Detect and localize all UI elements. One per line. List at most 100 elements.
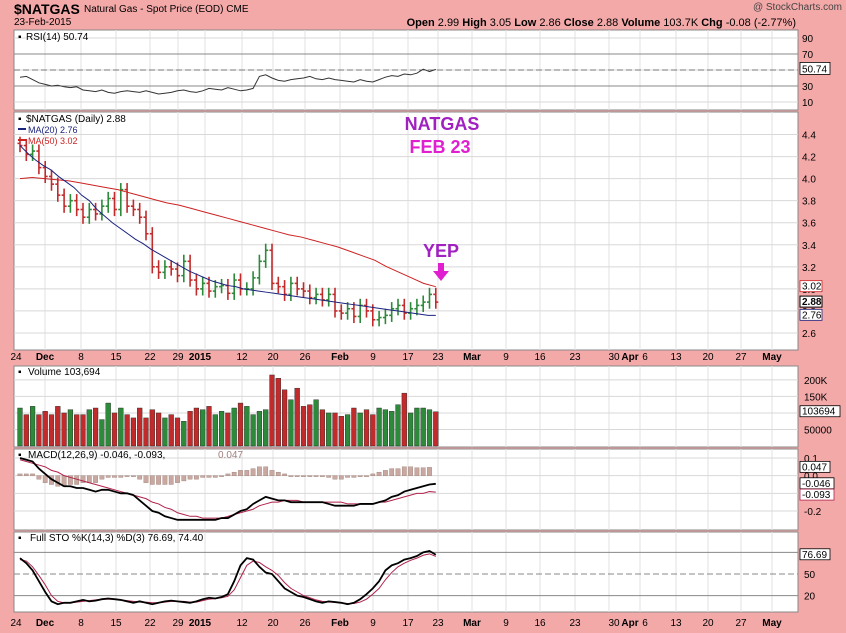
macd-hist-title: 0.047	[218, 450, 243, 461]
macd-histogram-bar	[137, 475, 143, 480]
volume-bar	[269, 374, 275, 447]
price-tick-label: 3.2	[802, 263, 816, 274]
price-tick-label: 4.4	[802, 131, 816, 142]
ma20-last-value: 2.76	[802, 310, 822, 321]
volume-bar	[225, 412, 231, 447]
macd-histogram-bar	[175, 475, 180, 483]
macd-histogram-bar	[383, 470, 388, 476]
price-tick-label: 3.8	[802, 197, 816, 208]
volume-bar	[206, 406, 212, 447]
volume-bar	[275, 378, 281, 447]
volume-bar	[212, 414, 218, 447]
macd-histogram-bar	[370, 473, 376, 476]
annotation-title: NATGAS	[405, 114, 480, 134]
macd-histogram-bar	[212, 475, 218, 478]
macd-histogram-bar	[219, 475, 224, 477]
volume-bar	[357, 412, 363, 447]
volume-bar	[414, 407, 420, 447]
price-x-tick-label: Apr	[621, 352, 638, 363]
macd-histogram-bar	[357, 475, 363, 477]
rsi-last-value-box	[799, 62, 831, 75]
volume-bar	[294, 387, 300, 447]
annotation-yep: YEP	[423, 241, 459, 261]
macd-histogram-bar	[345, 475, 350, 478]
macd-histogram-bar	[105, 475, 111, 478]
bottom-x-tick-label: 13	[670, 618, 682, 629]
price-x-tick-label: Mar	[463, 352, 481, 363]
sto-last-box	[799, 548, 831, 561]
ma20-legend: MA(20) 2.76	[28, 125, 78, 135]
volume-bar	[332, 412, 338, 447]
macd-histogram-bar	[168, 475, 174, 485]
volume-bar	[200, 409, 206, 447]
sto-tick-label: 50	[804, 570, 816, 581]
macd-histogram-bar	[376, 471, 382, 476]
price-x-tick-label: Dec	[36, 352, 55, 363]
volume-last-box	[799, 405, 841, 418]
sto-marker: ▪	[18, 533, 22, 544]
volume-bar	[130, 417, 137, 447]
bottom-x-tick-label: 23	[569, 618, 581, 629]
macd-histogram-bar	[275, 471, 281, 476]
macd-histogram-bar	[364, 475, 369, 477]
volume-bar	[86, 409, 92, 447]
volume-bar	[363, 409, 370, 447]
macd-histogram-bar	[80, 475, 86, 483]
macd-histogram-bar	[414, 467, 420, 476]
volume-bar	[193, 407, 200, 447]
macd-histogram-bar	[206, 475, 212, 478]
sto-title: Full STO %K(14,3) %D(3) 76.69, 74.40	[30, 533, 204, 544]
bottom-x-tick-label: 9	[370, 618, 376, 629]
macd-signal-last-value: -0.093	[802, 490, 831, 501]
rsi-tick-label: 70	[802, 50, 814, 61]
volume-bar	[218, 411, 225, 447]
volume-bar	[307, 404, 313, 447]
stockcharts-brand: @ StockCharts.com	[752, 2, 842, 13]
volume-bar	[237, 402, 244, 447]
macd-histogram-bar	[187, 475, 193, 480]
macd-histogram-bar	[156, 475, 161, 485]
bottom-x-tick-label: Dec	[36, 618, 55, 629]
macd-histogram-bar	[86, 475, 92, 483]
bottom-x-tick-label: 27	[735, 618, 747, 629]
close-last-box	[799, 295, 823, 308]
volume-bar	[181, 421, 187, 447]
volume-bar	[244, 406, 250, 447]
macd-histogram-bar	[23, 473, 29, 476]
sto-k-line	[19, 550, 437, 606]
macd-tick-label: 0.0	[804, 472, 818, 483]
bottom-x-tick-label: 20	[267, 618, 279, 629]
macd-histogram-bar	[320, 475, 325, 477]
price-x-tick-label: 22	[144, 352, 156, 363]
bottom-x-tick-label: 26	[299, 618, 311, 629]
macd-histogram-bar	[263, 466, 269, 476]
macd-histogram-bar	[338, 475, 344, 480]
price-x-tick-label: 23	[569, 352, 581, 363]
annotation-arrow-shaft	[438, 263, 444, 272]
bottom-x-tick-label: 23	[432, 618, 444, 629]
macd-histogram-bar	[225, 473, 231, 476]
macd-histogram-bar	[36, 475, 42, 480]
price-tick-label: 2.6	[802, 329, 816, 340]
volume-bar	[395, 404, 401, 447]
price-tick-label: 3.4	[802, 241, 816, 252]
price-x-tick-label: 8	[78, 352, 84, 363]
macd-marker: ▪	[18, 450, 22, 461]
macd-histogram-bar	[288, 475, 294, 477]
macd-histogram-bar	[420, 467, 426, 476]
price-panel	[13, 111, 799, 351]
macd-histogram-bar	[408, 466, 413, 476]
price-x-tick-label: 2015	[189, 352, 212, 363]
price-x-tick-label: 20	[267, 352, 279, 363]
ma50-last-value: 3.02	[802, 282, 822, 293]
volume-bar	[300, 406, 307, 447]
chart-date: 23-Feb-2015	[14, 17, 72, 28]
bottom-x-tick-label: 20	[702, 618, 714, 629]
volume-bar	[42, 411, 48, 447]
volume-title: Volume 103,694	[28, 367, 101, 378]
bottom-x-tick-label: Mar	[463, 618, 481, 629]
macd-histogram-bar	[124, 475, 130, 477]
volume-bar	[168, 414, 174, 447]
macd-histogram-bar	[99, 475, 105, 480]
